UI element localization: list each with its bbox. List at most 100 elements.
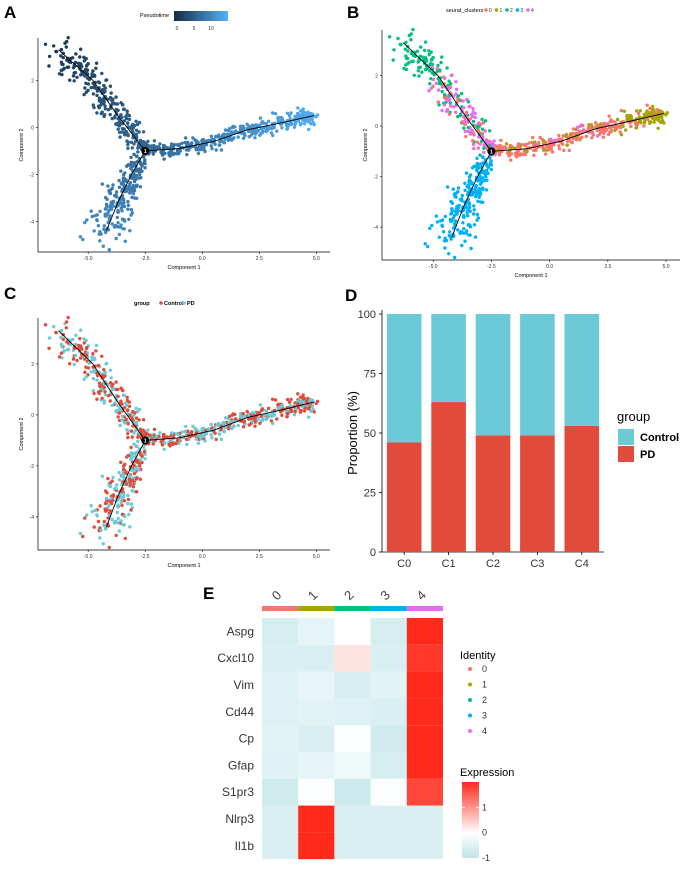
data-point [129, 160, 133, 164]
data-point [199, 147, 203, 152]
data-point [129, 445, 133, 450]
data-point [59, 47, 64, 52]
data-point [72, 62, 77, 67]
data-point [61, 55, 65, 60]
data-point [104, 362, 108, 366]
data-point [121, 393, 126, 397]
data-point [122, 523, 127, 527]
data-point [483, 129, 487, 133]
trajectory-line [145, 115, 315, 152]
data-point [116, 221, 120, 225]
data-point [135, 490, 139, 494]
legend-swatch [159, 301, 163, 305]
data-point [126, 146, 130, 150]
data-point [91, 103, 96, 107]
legend-title: Expression [460, 767, 514, 779]
data-point [229, 420, 234, 424]
trajectory-line [402, 42, 492, 152]
data-point [131, 413, 135, 417]
legend-label: PD [640, 449, 655, 461]
data-point [287, 114, 292, 118]
data-point [136, 146, 140, 150]
data-point [299, 399, 303, 404]
data-point [480, 139, 484, 143]
data-point [98, 239, 102, 243]
x-tick-label: C2 [486, 558, 500, 570]
data-point [210, 146, 214, 151]
data-point [114, 193, 118, 197]
data-point [304, 399, 309, 403]
data-point [102, 224, 107, 228]
data-point [100, 474, 105, 478]
data-point [238, 127, 243, 131]
data-point [662, 121, 666, 125]
data-point [275, 417, 279, 421]
data-point [72, 345, 77, 349]
data-point [180, 430, 184, 434]
data-point [183, 140, 187, 145]
data-point [190, 141, 194, 145]
data-point [541, 148, 546, 152]
data-point [91, 92, 96, 96]
data-point [186, 140, 190, 145]
data-point [475, 212, 480, 217]
data-point [590, 136, 594, 140]
data-point [590, 130, 595, 135]
data-point [137, 120, 142, 125]
panel-label: A [4, 3, 16, 22]
data-point [122, 492, 126, 496]
data-point [134, 406, 138, 410]
data-point [241, 411, 245, 416]
data-point [474, 193, 478, 198]
y-tick-label: -4 [30, 219, 35, 225]
data-point [115, 102, 120, 106]
data-point [140, 140, 144, 144]
data-point [72, 362, 76, 367]
identity-strip [406, 606, 443, 611]
data-point [108, 381, 113, 385]
data-point [404, 40, 408, 45]
data-point [473, 115, 477, 120]
data-point [85, 63, 89, 67]
data-point [302, 122, 307, 126]
data-point [436, 100, 441, 104]
data-point [106, 184, 110, 188]
data-point [142, 159, 147, 164]
data-point [219, 437, 224, 442]
x-axis-title: Component 1 [514, 273, 547, 279]
y-tick-label: 50 [364, 428, 376, 440]
data-point [435, 220, 440, 224]
heatmap-cell [262, 725, 299, 752]
legend-title: group [617, 409, 650, 424]
data-point [570, 140, 574, 145]
data-point [250, 123, 255, 128]
data-point [508, 143, 512, 148]
row-label: Cp [239, 732, 255, 746]
data-point [460, 120, 464, 124]
data-point [124, 178, 128, 182]
data-point [434, 81, 438, 86]
x-tick-label: 2.5 [256, 554, 263, 560]
data-point [264, 129, 268, 134]
data-point [138, 477, 143, 481]
data-point [475, 140, 480, 144]
data-point [267, 119, 271, 124]
data-point [129, 208, 134, 212]
data-point [419, 45, 423, 49]
data-point [117, 123, 121, 128]
legend-swatch [494, 8, 499, 12]
data-point [126, 493, 130, 498]
data-point [122, 499, 127, 503]
data-point [285, 415, 289, 419]
data-point [488, 156, 492, 160]
data-point [117, 418, 122, 423]
data-point [141, 130, 146, 134]
data-point [175, 143, 179, 147]
heatmap-cell [298, 778, 335, 806]
data-point [96, 519, 101, 524]
data-point [113, 401, 117, 405]
data-point [484, 174, 488, 179]
trajectory-line [58, 330, 146, 441]
data-point [309, 122, 313, 126]
data-point [75, 75, 79, 80]
